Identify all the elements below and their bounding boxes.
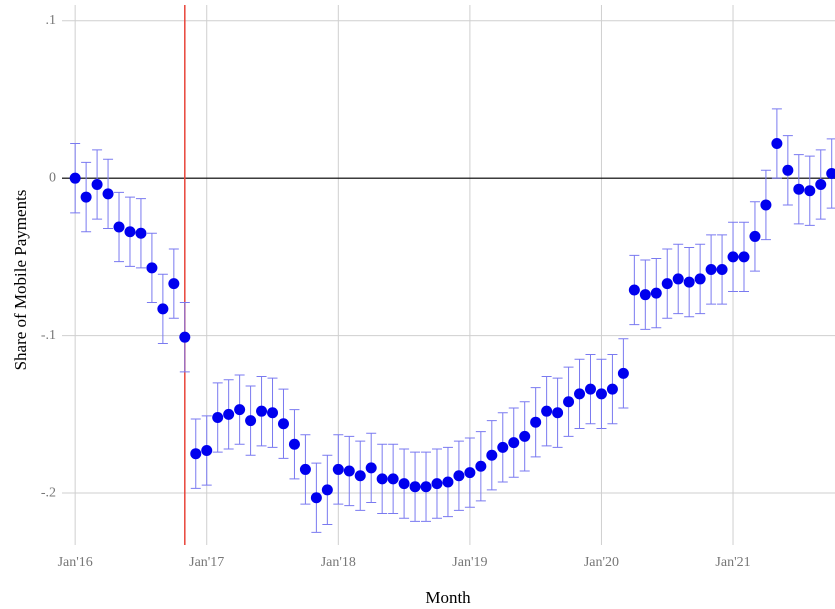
point <box>738 251 750 263</box>
point <box>409 481 421 493</box>
point <box>256 405 268 417</box>
x-tick-label: Jan'20 <box>584 555 619 570</box>
point <box>672 273 684 285</box>
point <box>804 185 816 197</box>
point <box>234 404 246 416</box>
point <box>563 396 575 408</box>
point <box>69 172 81 184</box>
point <box>486 449 498 461</box>
point <box>168 278 180 290</box>
point <box>650 287 662 299</box>
point <box>190 448 202 460</box>
point <box>508 437 520 449</box>
point <box>475 460 487 472</box>
point <box>694 273 706 285</box>
point <box>321 484 333 496</box>
point <box>146 262 158 274</box>
point <box>376 473 388 485</box>
point <box>793 183 805 195</box>
point <box>453 470 465 482</box>
point <box>310 492 322 504</box>
x-axis-label: Month <box>425 588 471 607</box>
point <box>201 445 213 457</box>
point <box>420 481 432 493</box>
point <box>760 199 772 211</box>
point <box>354 470 366 482</box>
point <box>277 418 289 430</box>
x-tick-label: Jan'21 <box>715 555 750 570</box>
point <box>431 478 443 490</box>
point <box>826 167 835 179</box>
point <box>387 473 399 485</box>
point <box>815 178 827 190</box>
point <box>574 388 586 400</box>
point <box>365 462 377 474</box>
point <box>179 331 191 343</box>
point <box>288 438 300 450</box>
point <box>245 415 257 427</box>
point <box>541 405 553 417</box>
y-tick-label: -.2 <box>41 485 56 500</box>
point <box>212 411 224 423</box>
point <box>595 388 607 400</box>
point <box>102 188 114 200</box>
x-tick-label: Jan'16 <box>58 555 93 570</box>
point <box>771 138 783 150</box>
point <box>91 178 103 190</box>
point <box>584 383 596 395</box>
point <box>442 476 454 488</box>
point <box>552 407 564 419</box>
point <box>628 284 640 296</box>
point <box>617 367 629 379</box>
point <box>705 263 717 275</box>
point <box>519 430 531 442</box>
point <box>299 463 311 475</box>
point <box>157 303 169 315</box>
point <box>124 226 136 238</box>
point <box>716 263 728 275</box>
point <box>661 278 673 290</box>
point <box>606 383 618 395</box>
x-tick-label: Jan'19 <box>452 555 487 570</box>
point <box>332 463 344 475</box>
point <box>343 465 355 477</box>
point <box>267 407 279 419</box>
x-tick-label: Jan'18 <box>321 555 356 570</box>
point <box>113 221 125 233</box>
y-tick-label: -.1 <box>41 328 56 343</box>
point <box>464 467 476 479</box>
y-axis-label: Share of Mobile Payments <box>11 190 30 371</box>
point <box>135 227 147 239</box>
point <box>639 289 651 301</box>
y-tick-label: 0 <box>49 170 56 185</box>
point <box>530 416 542 428</box>
point <box>223 408 235 420</box>
point <box>398 478 410 490</box>
point <box>683 276 695 288</box>
point <box>782 164 794 176</box>
point <box>727 251 739 263</box>
point <box>749 230 761 242</box>
point <box>80 191 92 203</box>
x-tick-label: Jan'17 <box>189 555 224 570</box>
y-tick-label: .1 <box>46 13 57 28</box>
point <box>497 441 509 453</box>
